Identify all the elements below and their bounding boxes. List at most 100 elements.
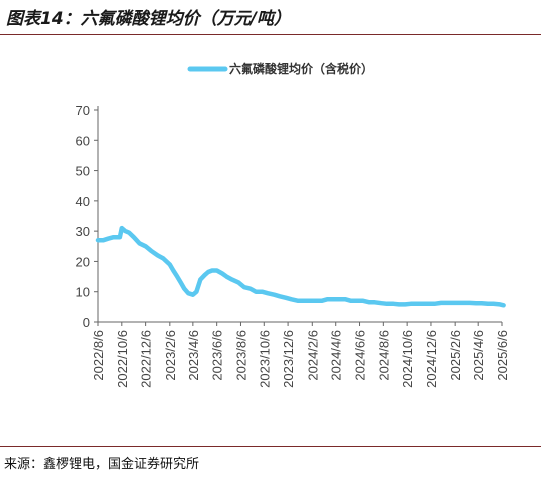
data-point bbox=[198, 278, 202, 282]
legend-label: 六氟磷酸锂均价（含税价） bbox=[229, 61, 373, 76]
data-point bbox=[486, 302, 490, 306]
data-point bbox=[112, 235, 116, 239]
data-point bbox=[203, 273, 207, 277]
x-tick-label: 2022/12/6 bbox=[139, 330, 154, 388]
data-point bbox=[361, 299, 365, 303]
x-tick-label: 2023/8/6 bbox=[233, 330, 248, 381]
x-tick-label: 2025/6/6 bbox=[495, 330, 510, 381]
data-point bbox=[182, 287, 186, 291]
data-point bbox=[457, 301, 461, 305]
data-point bbox=[215, 269, 219, 272]
data-point bbox=[439, 301, 443, 305]
data-point bbox=[314, 299, 318, 303]
x-tick-label: 2025/4/6 bbox=[471, 330, 486, 381]
data-point bbox=[445, 301, 449, 305]
data-point bbox=[332, 297, 336, 301]
data-point bbox=[144, 244, 148, 248]
data-point bbox=[102, 238, 105, 242]
data-point bbox=[179, 281, 183, 285]
data-point bbox=[337, 297, 341, 301]
data-point bbox=[491, 302, 495, 306]
data-point bbox=[290, 297, 294, 301]
data-point bbox=[278, 294, 282, 298]
data-point bbox=[474, 301, 478, 305]
series-layer bbox=[95, 225, 506, 308]
data-point bbox=[191, 293, 195, 297]
x-tick-label: 2023/12/6 bbox=[281, 330, 296, 388]
data-point bbox=[194, 290, 198, 294]
data-point bbox=[171, 269, 175, 272]
data-point bbox=[186, 291, 190, 295]
top-rule bbox=[0, 34, 541, 35]
data-point bbox=[415, 302, 419, 306]
bottom-rule bbox=[0, 446, 541, 447]
data-point bbox=[106, 237, 110, 241]
data-point bbox=[451, 301, 455, 305]
data-point bbox=[356, 299, 360, 303]
y-tick-label: 70 bbox=[76, 103, 90, 118]
data-point bbox=[468, 301, 472, 305]
data-point bbox=[392, 302, 395, 306]
x-tick-label: 2024/8/6 bbox=[376, 330, 391, 381]
y-tick-label: 10 bbox=[76, 285, 90, 300]
source-note: 来源：鑫椤锂电，国金证券研究所 bbox=[4, 457, 200, 472]
data-point bbox=[462, 301, 466, 305]
data-point bbox=[220, 272, 224, 275]
y-tick-label: 30 bbox=[76, 224, 90, 239]
data-point bbox=[123, 229, 127, 233]
data-point bbox=[260, 290, 264, 294]
data-point bbox=[502, 303, 506, 307]
data-point bbox=[349, 299, 353, 303]
y-axis: 0 10 20 30 40 50 60 70 bbox=[76, 103, 99, 330]
y-tick-label: 20 bbox=[76, 254, 90, 269]
x-tick-label: 2024/6/6 bbox=[353, 330, 368, 381]
x-tick-label: 2024/12/6 bbox=[424, 330, 439, 388]
data-point bbox=[325, 297, 329, 301]
data-point bbox=[249, 287, 253, 291]
data-point bbox=[427, 302, 431, 306]
data-point bbox=[272, 293, 276, 297]
data-point bbox=[224, 275, 228, 279]
figure-title: 图表14：六氟磷酸锂均价（万元/吨） bbox=[6, 9, 291, 29]
data-point bbox=[320, 299, 324, 303]
data-point bbox=[498, 302, 502, 306]
x-tick-label: 2023/2/6 bbox=[163, 330, 178, 381]
data-point bbox=[367, 300, 371, 304]
data-point bbox=[127, 231, 131, 235]
y-tick-label: 60 bbox=[76, 133, 90, 148]
y-tick-label: 0 bbox=[83, 315, 90, 330]
data-point bbox=[373, 300, 377, 304]
data-point bbox=[284, 296, 288, 300]
x-tick-label: 2023/10/6 bbox=[257, 330, 272, 388]
x-tick-label: 2024/4/6 bbox=[329, 330, 344, 381]
data-point bbox=[137, 241, 141, 245]
data-point bbox=[409, 302, 413, 306]
x-tick-label: 2023/4/6 bbox=[186, 330, 201, 381]
data-point bbox=[210, 269, 214, 272]
x-tick-label: 2025/2/6 bbox=[448, 330, 463, 381]
data-point bbox=[385, 302, 389, 306]
x-axis: 2022/8/6 2022/10/6 2022/12/6 2023/2/6 2023/4… bbox=[91, 321, 510, 388]
data-point bbox=[308, 299, 312, 303]
data-point bbox=[421, 302, 425, 306]
x-tick-label: 2024/2/6 bbox=[305, 330, 320, 381]
data-point bbox=[175, 275, 179, 279]
data-point bbox=[132, 235, 136, 239]
data-point bbox=[266, 291, 270, 295]
data-point bbox=[230, 278, 234, 282]
legend: 六氟磷酸锂均价（含税价） bbox=[187, 61, 373, 76]
data-point bbox=[403, 302, 407, 306]
data-point bbox=[480, 301, 484, 305]
data-point bbox=[254, 290, 258, 294]
data-point bbox=[120, 226, 124, 230]
x-tick-label: 2022/10/6 bbox=[115, 330, 130, 388]
data-point bbox=[161, 256, 165, 260]
data-point bbox=[156, 253, 160, 257]
data-point bbox=[242, 285, 246, 289]
x-tick-label: 2022/8/6 bbox=[91, 330, 106, 381]
data-point bbox=[206, 270, 210, 274]
data-point bbox=[116, 235, 119, 239]
series-line bbox=[95, 225, 506, 308]
data-point bbox=[149, 249, 153, 253]
